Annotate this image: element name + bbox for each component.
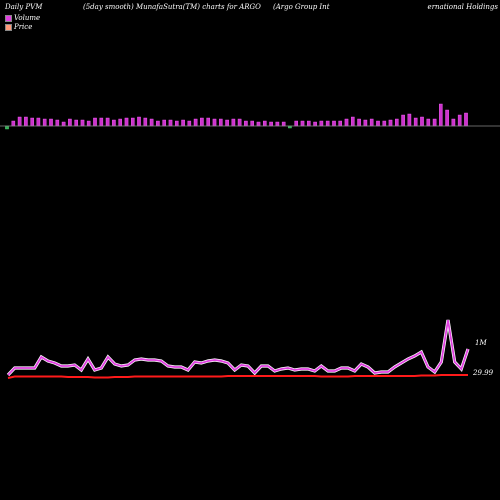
volume-bar [413, 117, 418, 127]
legend-volume-label: Volume [14, 14, 41, 22]
volume-bar [382, 120, 387, 127]
volume-bar [269, 121, 273, 127]
volume-bar [149, 118, 154, 127]
volume-bar [376, 120, 380, 127]
volume-bars [5, 103, 468, 130]
volume-bar [332, 120, 336, 127]
volume-bar [445, 109, 449, 127]
volume-bar [281, 121, 286, 127]
volume-bar [218, 118, 223, 127]
volume-bar [36, 117, 41, 127]
volume-bar [344, 118, 349, 127]
volume-bar [99, 117, 104, 127]
volume-bar [369, 118, 374, 127]
volume-bar [388, 119, 393, 127]
company-name-part-2: ernational Holdings [427, 3, 498, 11]
volume-bar [212, 118, 217, 127]
volume-bar [74, 119, 78, 127]
volume-bar [93, 117, 97, 127]
volume-bar [112, 119, 116, 127]
chart-subtitle: (5day smooth) MunafaSutra(TM) charts for… [83, 3, 261, 11]
volume-bar [11, 120, 16, 127]
volume-bar [124, 117, 129, 127]
volume-bar [68, 118, 72, 127]
volume-bar [451, 118, 456, 127]
volume-bar [55, 119, 60, 127]
volume-bar [193, 118, 198, 127]
volume-bar [363, 119, 368, 127]
volume-bar [105, 117, 110, 127]
chart-title-label: Daily PVM [5, 3, 43, 11]
volume-bar [407, 113, 412, 127]
price-swatch-icon [5, 23, 12, 31]
volume-bar [162, 119, 167, 127]
volume-bar [401, 114, 405, 127]
price-axis-label: 29.99 [472, 369, 494, 377]
volume-bar [42, 118, 47, 127]
volume-bar [237, 118, 242, 127]
volume-bar [457, 114, 462, 127]
volume-bar [143, 117, 148, 127]
volume-bar [86, 120, 91, 127]
volume-bar [432, 118, 437, 127]
volume-bar [338, 120, 343, 127]
volume-bar [30, 117, 35, 127]
legend-price: Price [5, 23, 32, 31]
price-line [7, 374, 468, 379]
volume-bar [256, 121, 261, 127]
volume-bar [174, 120, 179, 127]
volume-bar [319, 120, 324, 127]
volume-bar [24, 116, 28, 127]
volume-bar [325, 120, 330, 127]
volume-bar [244, 120, 248, 127]
volume-bar [225, 119, 229, 127]
volume-bar [439, 103, 443, 127]
volume-bar [156, 120, 160, 127]
volume-bar [464, 112, 468, 127]
volume-bar [263, 120, 267, 127]
volume-bar [307, 120, 311, 127]
volume-swatch-icon [5, 14, 12, 22]
volume-bar [80, 119, 85, 127]
volume-bar [130, 117, 135, 127]
volume-bar [49, 118, 53, 127]
volume-line [7, 319, 469, 376]
volume-bar [137, 116, 141, 127]
company-name-part-1: (Argo Group Int [273, 3, 330, 11]
volume-bar [61, 121, 66, 127]
volume-bar [181, 119, 185, 127]
volume-bar [351, 116, 355, 127]
legend-price-label: Price [14, 23, 33, 31]
volume-bar [200, 117, 204, 127]
volume-bar [275, 121, 280, 127]
volume-bar [5, 125, 9, 130]
volume-bar [231, 118, 236, 127]
volume-bar [250, 120, 255, 127]
volume-bar [206, 117, 211, 127]
volume-bar [17, 116, 22, 127]
volume-bar [420, 116, 424, 127]
volume-bar [426, 118, 431, 127]
volume-bar [395, 118, 399, 127]
volume-bar [187, 120, 192, 127]
volume-axis-label: 1M [475, 339, 487, 347]
volume-bar [300, 120, 305, 127]
volume-bar [294, 120, 299, 127]
volume-bar [118, 118, 122, 127]
legend-volume: Volume [5, 14, 40, 22]
volume-bar [357, 118, 361, 127]
volume-bar [313, 121, 317, 127]
volume-bar [168, 119, 173, 127]
